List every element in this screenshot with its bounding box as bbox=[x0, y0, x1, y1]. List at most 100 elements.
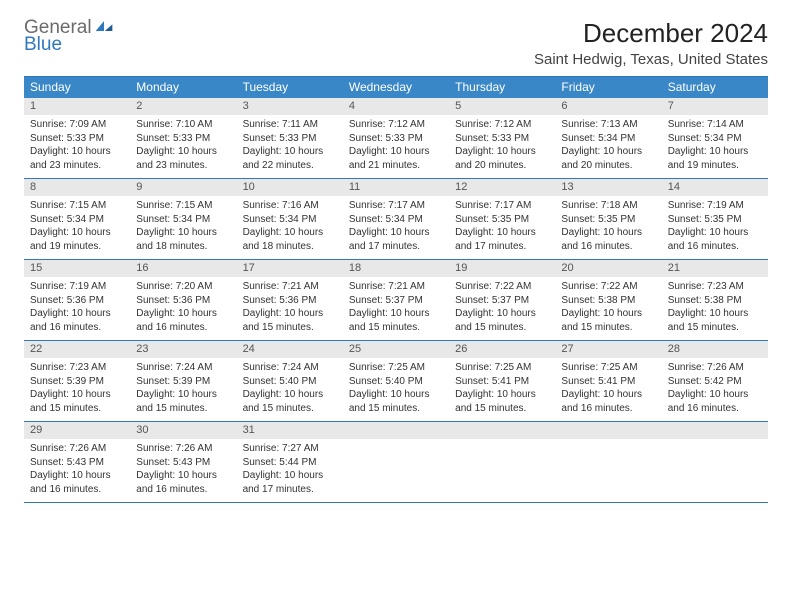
daylight-text: Daylight: 10 hours and 15 minutes. bbox=[349, 307, 443, 334]
sunset-text: Sunset: 5:43 PM bbox=[136, 456, 230, 470]
sunrise-text: Sunrise: 7:21 AM bbox=[243, 280, 337, 294]
day-cell: Sunrise: 7:26 AMSunset: 5:43 PMDaylight:… bbox=[24, 439, 130, 502]
sunset-text: Sunset: 5:33 PM bbox=[349, 132, 443, 146]
sunrise-text: Sunrise: 7:25 AM bbox=[455, 361, 549, 375]
day-cell: Sunrise: 7:14 AMSunset: 5:34 PMDaylight:… bbox=[662, 115, 768, 178]
week-row: 15161718192021 Sunrise: 7:19 AM Sunset: 5:… bbox=[24, 260, 768, 341]
daylight-text: Daylight: 10 hours and 23 minutes. bbox=[30, 145, 124, 172]
day-number: 10 bbox=[237, 179, 343, 196]
daylight-text: Daylight: 10 hours and 15 minutes. bbox=[349, 388, 443, 415]
sunrise-text: Sunrise: 7:27 AM bbox=[243, 442, 337, 456]
day-cell: Sunrise: 7:12 AMSunset: 5:33 PMDaylight:… bbox=[449, 115, 555, 178]
sunset-text: Sunset: 5:38 PM bbox=[561, 294, 655, 308]
location: Saint Hedwig, Texas, United States bbox=[534, 51, 768, 68]
title-block: December 2024 Saint Hedwig, Texas, Unite… bbox=[534, 18, 768, 68]
sunset-text: Sunset: 5:33 PM bbox=[243, 132, 337, 146]
sunset-text: Sunset: 5:34 PM bbox=[561, 132, 655, 146]
week-row: 293031 Sunrise: 7:26 AMSunset: 5:43 PMDa… bbox=[24, 422, 768, 503]
daylight-text: Daylight: 10 hours and 17 minutes. bbox=[455, 226, 549, 253]
sunrise-text: Sunrise: 7:26 AM bbox=[136, 442, 230, 456]
weekday-row: SundayMondayTuesdayWednesdayThursdayFrid… bbox=[24, 77, 768, 98]
sunrise-text: Sunrise: 7:23 AM bbox=[668, 280, 762, 294]
day-cell: Sunrise: 7:19 AMSunset: 5:35 PMDaylight:… bbox=[662, 196, 768, 259]
day-cell: Sunrise: 7:12 AMSunset: 5:33 PMDaylight:… bbox=[343, 115, 449, 178]
sunset-text: Sunset: 5:39 PM bbox=[30, 375, 124, 389]
daylight-text: Daylight: 10 hours and 16 minutes. bbox=[668, 226, 762, 253]
day-cell: Sunrise: 7:21 AMSunset: 5:36 PMDaylight:… bbox=[237, 277, 343, 340]
sunrise-text: Sunrise: 7:24 AM bbox=[243, 361, 337, 375]
sunrise-text: Sunrise: 7:19 AM bbox=[668, 199, 762, 213]
sunrise-text: Sunrise: 7:26 AM bbox=[30, 442, 124, 456]
day-number: 30 bbox=[130, 422, 236, 439]
day-number: 23 bbox=[130, 341, 236, 358]
weekday-header: Sunday bbox=[24, 77, 130, 98]
sunrise-text: Sunrise: 7:25 AM bbox=[349, 361, 443, 375]
weekday-header: Monday bbox=[130, 77, 236, 98]
weekday-header: Friday bbox=[555, 77, 661, 98]
day-cell: Sunrise: 7:17 AMSunset: 5:34 PMDaylight:… bbox=[343, 196, 449, 259]
day-number: 8 bbox=[24, 179, 130, 196]
sunrise-text: Sunrise: 7:17 AM bbox=[455, 199, 549, 213]
daylight-text: Daylight: 10 hours and 20 minutes. bbox=[455, 145, 549, 172]
calendar-page: General Blue December 2024 Saint Hedwig,… bbox=[0, 0, 792, 521]
day-number: 16 bbox=[130, 260, 236, 277]
daylight-text: Daylight: 10 hours and 16 minutes. bbox=[30, 469, 124, 496]
day-cell: Sunrise: 7:26 AMSunset: 5:43 PMDaylight:… bbox=[130, 439, 236, 502]
sunset-text: Sunset: 5:40 PM bbox=[349, 375, 443, 389]
day-number bbox=[449, 422, 555, 439]
day-number: 28 bbox=[662, 341, 768, 358]
day-cell: Sunrise: 7:22 AMSunset: 5:37 PMDaylight:… bbox=[449, 277, 555, 340]
sunrise-text: Sunrise: 7:13 AM bbox=[561, 118, 655, 132]
sunset-text: Sunset: 5:41 PM bbox=[455, 375, 549, 389]
month-title: December 2024 bbox=[534, 18, 768, 49]
sunset-text: Sunset: 5:36 PM bbox=[136, 294, 230, 308]
day-cell: Sunrise: 7:25 AMSunset: 5:41 PMDaylight:… bbox=[555, 358, 661, 421]
sunrise-text: Sunrise: 7:09 AM bbox=[30, 118, 124, 132]
cell-row: Sunrise: 7:26 AMSunset: 5:43 PMDaylight:… bbox=[24, 439, 768, 502]
daylight-text: Daylight: 10 hours and 18 minutes. bbox=[136, 226, 230, 253]
day-cell: Sunrise: 7:20 AMSunset: 5:36 PMDaylight:… bbox=[130, 277, 236, 340]
sunset-text: Sunset: 5:34 PM bbox=[243, 213, 337, 227]
cell-row: Sunrise: 7:23 AMSunset: 5:39 PMDaylight:… bbox=[24, 358, 768, 421]
day-number: 4 bbox=[343, 98, 449, 115]
day-cell bbox=[662, 439, 768, 502]
day-number: 19 bbox=[449, 260, 555, 277]
sunset-text: Sunset: 5:34 PM bbox=[136, 213, 230, 227]
daynum-row: 891011121314 bbox=[24, 179, 768, 196]
sunrise-text: Sunrise: 7:11 AM bbox=[243, 118, 337, 132]
day-cell bbox=[343, 439, 449, 502]
day-cell: Sunrise: 7:21 AMSunset: 5:37 PMDaylight:… bbox=[343, 277, 449, 340]
sunset-text: Sunset: 5:37 PM bbox=[455, 294, 549, 308]
day-number bbox=[662, 422, 768, 439]
daynum-row: 22232425262728 bbox=[24, 341, 768, 358]
day-number: 14 bbox=[662, 179, 768, 196]
sunset-text: Sunset: 5:38 PM bbox=[668, 294, 762, 308]
day-number: 13 bbox=[555, 179, 661, 196]
day-cell: Sunrise: 7:09 AMSunset: 5:33 PMDaylight:… bbox=[24, 115, 130, 178]
daylight-text: Daylight: 10 hours and 18 minutes. bbox=[243, 226, 337, 253]
day-number: 11 bbox=[343, 179, 449, 196]
day-cell: Sunrise: 7:25 AMSunset: 5:41 PMDaylight:… bbox=[449, 358, 555, 421]
daynum-row: 1234567 bbox=[24, 98, 768, 115]
brand-word-2: Blue bbox=[24, 35, 114, 54]
weekday-header: Tuesday bbox=[237, 77, 343, 98]
weeks-container: 1234567Sunrise: 7:09 AMSunset: 5:33 PMDa… bbox=[24, 98, 768, 503]
sunset-text: Sunset: 5:33 PM bbox=[30, 132, 124, 146]
day-number: 6 bbox=[555, 98, 661, 115]
brand-logo: General Blue bbox=[24, 18, 114, 54]
day-number: 17 bbox=[237, 260, 343, 277]
sunrise-text: Sunrise: 7:19 AM bbox=[30, 280, 124, 294]
sunrise-text: Sunrise: 7:10 AM bbox=[136, 118, 230, 132]
day-cell bbox=[449, 439, 555, 502]
day-number bbox=[343, 422, 449, 439]
daylight-text: Daylight: 10 hours and 15 minutes. bbox=[668, 307, 762, 334]
daynum-row: 15161718192021 bbox=[24, 260, 768, 277]
sunrise-text: Sunrise: 7:25 AM bbox=[561, 361, 655, 375]
day-cell: Sunrise: 7:27 AMSunset: 5:44 PMDaylight:… bbox=[237, 439, 343, 502]
sunrise-text: Sunrise: 7:15 AM bbox=[136, 199, 230, 213]
sunrise-text: Sunrise: 7:12 AM bbox=[455, 118, 549, 132]
daylight-text: Daylight: 10 hours and 16 minutes. bbox=[561, 388, 655, 415]
daylight-text: Daylight: 10 hours and 15 minutes. bbox=[561, 307, 655, 334]
sunset-text: Sunset: 5:41 PM bbox=[561, 375, 655, 389]
day-number: 21 bbox=[662, 260, 768, 277]
